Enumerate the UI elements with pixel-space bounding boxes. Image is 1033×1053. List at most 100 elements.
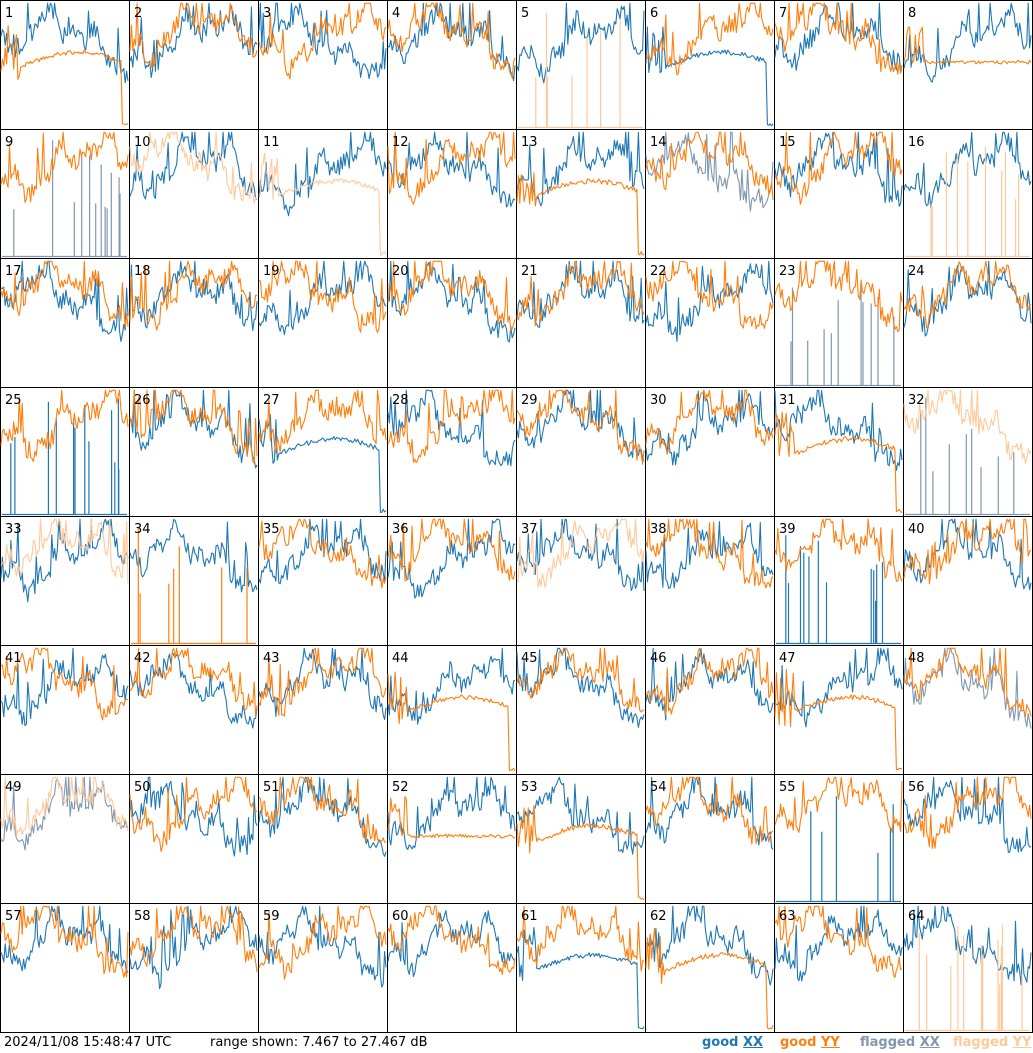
- series-yy-good-58: [129, 905, 258, 973]
- range-shown: range shown: 7.467 to 27.467 dB: [210, 1035, 428, 1050]
- series-yy-good-47: [774, 668, 903, 771]
- antenna-panel-25: 25: [0, 387, 130, 517]
- panel-label: 28: [392, 393, 409, 408]
- panel-label: 45: [521, 651, 538, 666]
- antenna-panel-7: 7: [774, 0, 904, 130]
- series-xx-good-55: [776, 796, 901, 903]
- legend-flagged-yy: flagged YY: [953, 1035, 1032, 1050]
- antenna-panel-1: 1: [0, 0, 130, 130]
- series-yy-flagged-10: [129, 131, 258, 204]
- series-yy-good-21: [516, 260, 645, 326]
- antenna-panel-18: 18: [129, 258, 259, 388]
- legend-good-xx: good XX: [702, 1035, 763, 1050]
- panel-label: 32: [908, 393, 925, 408]
- panel-label: 61: [521, 909, 538, 924]
- panel-label: 7: [779, 6, 787, 21]
- series-xx-good-44: [387, 647, 515, 725]
- panel-label: 43: [263, 651, 280, 666]
- series-xx-good-45: [516, 647, 645, 728]
- antenna-panel-14: 14: [645, 129, 775, 259]
- series-xx-good-33: [0, 518, 129, 603]
- series-xx-good-7: [774, 2, 903, 71]
- antenna-panel-35: 35: [258, 516, 388, 646]
- series-yy-good-13: [516, 172, 645, 256]
- series-yy-good-29: [516, 389, 645, 465]
- antenna-panel-12: 12: [387, 129, 517, 259]
- panel-label: 25: [5, 393, 22, 408]
- series-yy-flagged-49: [0, 776, 129, 837]
- panel-label: 22: [650, 264, 667, 279]
- footer-bar: 2024/11/08 15:48:47 UTC range shown: 7.4…: [0, 1033, 1033, 1053]
- panel-label: 6: [650, 6, 658, 21]
- antenna-panel-64: 64: [903, 903, 1033, 1033]
- series-xx-good-41: [0, 647, 129, 727]
- series-xx-good-8: [903, 2, 1032, 83]
- legend-good-xx-pol: XX: [743, 1035, 764, 1050]
- panel-label: 31: [779, 393, 796, 408]
- panel-label: 50: [134, 780, 151, 795]
- antenna-panel-46: 46: [645, 645, 775, 775]
- series-xx-good-42: [129, 652, 258, 729]
- legend-flagged-yy-pol: YY: [1012, 1035, 1032, 1050]
- panel-label: 54: [650, 780, 667, 795]
- legend-flagged-xx-word: flagged: [860, 1035, 916, 1050]
- panel-label: 4: [392, 6, 400, 21]
- panel-label: 12: [392, 135, 409, 150]
- series-xx-good-28: [387, 389, 516, 467]
- series-yy-good-30: [645, 389, 774, 456]
- antenna-panel-53: 53: [516, 774, 646, 904]
- antenna-panel-23: 23: [774, 258, 904, 388]
- series-yy-good-8: [903, 26, 1032, 65]
- series-xx-good-38: [645, 521, 774, 589]
- antenna-panel-10: 10: [129, 129, 259, 259]
- panel-frame: [774, 0, 904, 130]
- antenna-panel-26: 26: [129, 387, 259, 517]
- antenna-panel-42: 42: [129, 645, 259, 775]
- antenna-panel-63: 63: [774, 903, 904, 1033]
- panel-label: 20: [392, 264, 409, 279]
- antenna-panel-60: 60: [387, 903, 517, 1033]
- series-xx-good-3: [258, 2, 387, 80]
- series-yy-good-17: [0, 260, 129, 328]
- series-yy-good-52: [387, 796, 516, 839]
- panel-label: 53: [521, 780, 538, 795]
- legend-good-yy-pol: YY: [821, 1035, 840, 1050]
- antenna-panel-2: 2: [129, 0, 259, 130]
- antenna-panel-45: 45: [516, 645, 646, 775]
- series-yy-good-12: [387, 131, 516, 205]
- panel-label: 11: [263, 135, 280, 150]
- timestamp: 2024/11/08 15:48:47 UTC: [4, 1035, 172, 1050]
- panel-label: 51: [263, 780, 280, 795]
- panel-label: 15: [779, 135, 796, 150]
- series-yy-good-41: [0, 647, 129, 721]
- series-xx-good-59: [258, 905, 387, 988]
- antenna-panel-15: 15: [774, 129, 904, 259]
- series-xx-good-12: [387, 131, 516, 208]
- panel-label: 57: [5, 909, 22, 924]
- panel-label: 64: [908, 909, 925, 924]
- antenna-panel-21: 21: [516, 258, 646, 388]
- panel-label: 18: [134, 264, 151, 279]
- antenna-panel-20: 20: [387, 258, 517, 388]
- panel-label: 55: [779, 780, 796, 795]
- series-xx-good-6: [645, 26, 774, 127]
- antenna-panel-44: 44: [387, 645, 517, 775]
- panel-frame: [645, 0, 775, 130]
- series-yy-good-23: [774, 260, 903, 333]
- panel-label: 10: [134, 135, 151, 150]
- series-xx-good-62: [645, 905, 774, 986]
- series-yy-good-24: [903, 260, 1032, 329]
- series-yy-good-4: [387, 2, 516, 79]
- panel-label: 33: [5, 522, 22, 537]
- antenna-panel-57: 57: [0, 903, 130, 1033]
- series-yy-flagged-64: [905, 924, 1030, 1032]
- panel-label: 24: [908, 264, 925, 279]
- antenna-panel-38: 38: [645, 516, 775, 646]
- series-yy-good-35: [258, 518, 387, 589]
- panel-label: 34: [134, 522, 151, 537]
- panel-label: 5: [521, 6, 529, 21]
- panel-frame: [387, 0, 517, 130]
- series-yy-good-62: [645, 928, 774, 1030]
- antenna-panel-32: 32: [903, 387, 1033, 517]
- series-yy-good-56: [903, 776, 1032, 850]
